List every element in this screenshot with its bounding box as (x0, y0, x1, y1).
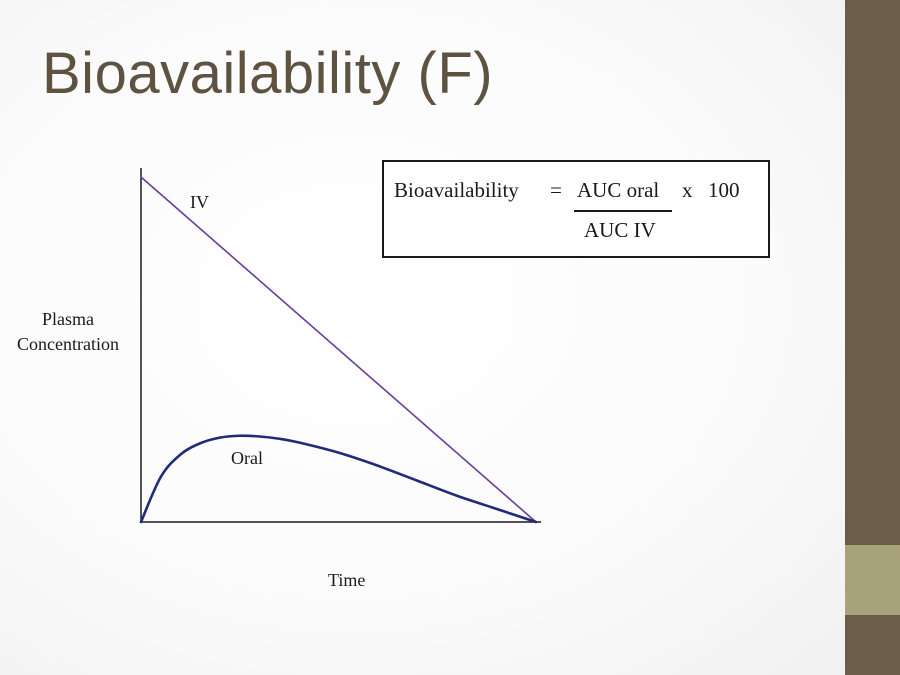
sidebar-accent-block (845, 545, 900, 615)
y-axis-label-line-2: Concentration (17, 334, 119, 354)
series-layer (139, 176, 538, 524)
series-line-oral (139, 434, 538, 524)
series-label-oral: Oral (231, 448, 263, 468)
concentration-time-graph (139, 168, 541, 524)
formula-label: Bioavailability (394, 178, 519, 202)
slide-title: Bioavailability (F) (42, 41, 494, 106)
formula-box: Bioavailability = AUC oral x 100 AUC IV (382, 160, 770, 258)
formula-equals: = (550, 178, 562, 202)
x-axis-label: Time (328, 570, 366, 590)
formula-denominator: AUC IV (584, 218, 656, 242)
series-label-iv: IV (190, 192, 209, 212)
series-line-iv (140, 176, 537, 523)
formula-operator: x (682, 178, 693, 202)
y-axis-label: Plasma Concentration (6, 307, 130, 357)
formula-numerator: AUC oral (577, 178, 660, 202)
fraction-bar (574, 210, 672, 212)
formula-multiplier: 100 (708, 178, 740, 202)
y-axis-label-line-1: Plasma (42, 309, 94, 329)
